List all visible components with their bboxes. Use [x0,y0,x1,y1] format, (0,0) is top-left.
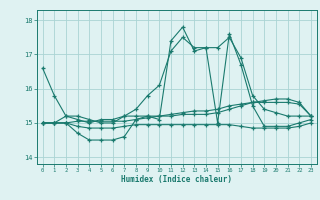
X-axis label: Humidex (Indice chaleur): Humidex (Indice chaleur) [121,175,232,184]
